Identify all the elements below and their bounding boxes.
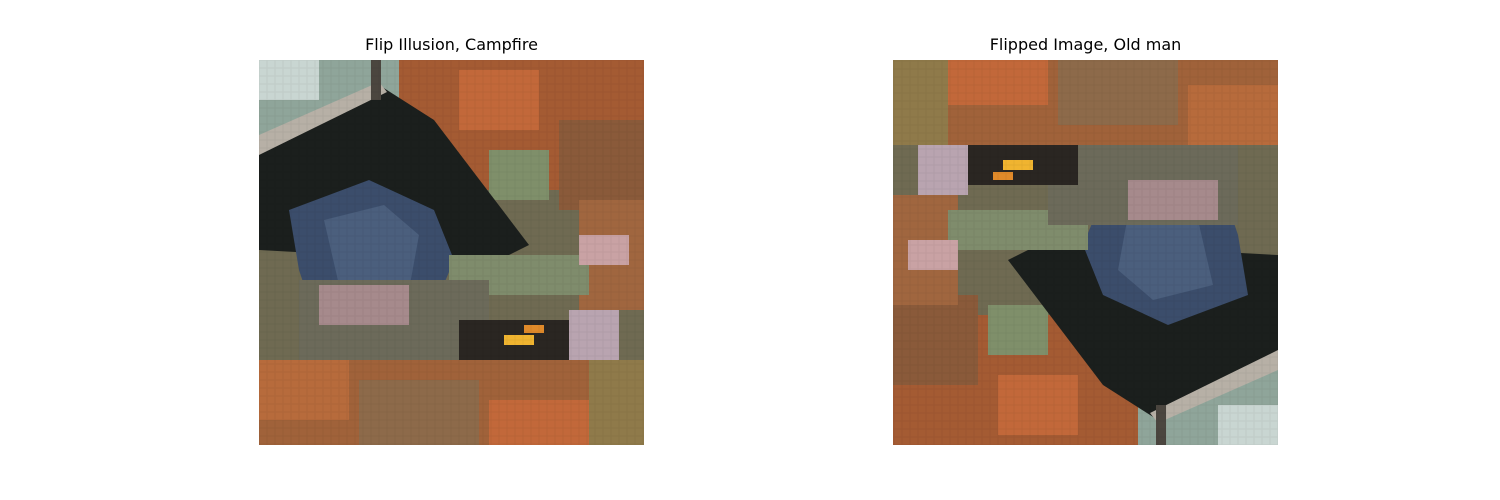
old-man-painting [893, 60, 1278, 445]
panel-old-man: Flipped Image, Old man [893, 0, 1278, 500]
campfire-painting [259, 60, 644, 445]
image-title: Flip Illusion, Campfire [365, 35, 538, 54]
panel-campfire: Flip Illusion, Campfire [259, 0, 644, 500]
image-title: Flipped Image, Old man [989, 35, 1182, 54]
old-man-image [893, 60, 1278, 445]
campfire-image [259, 60, 644, 445]
